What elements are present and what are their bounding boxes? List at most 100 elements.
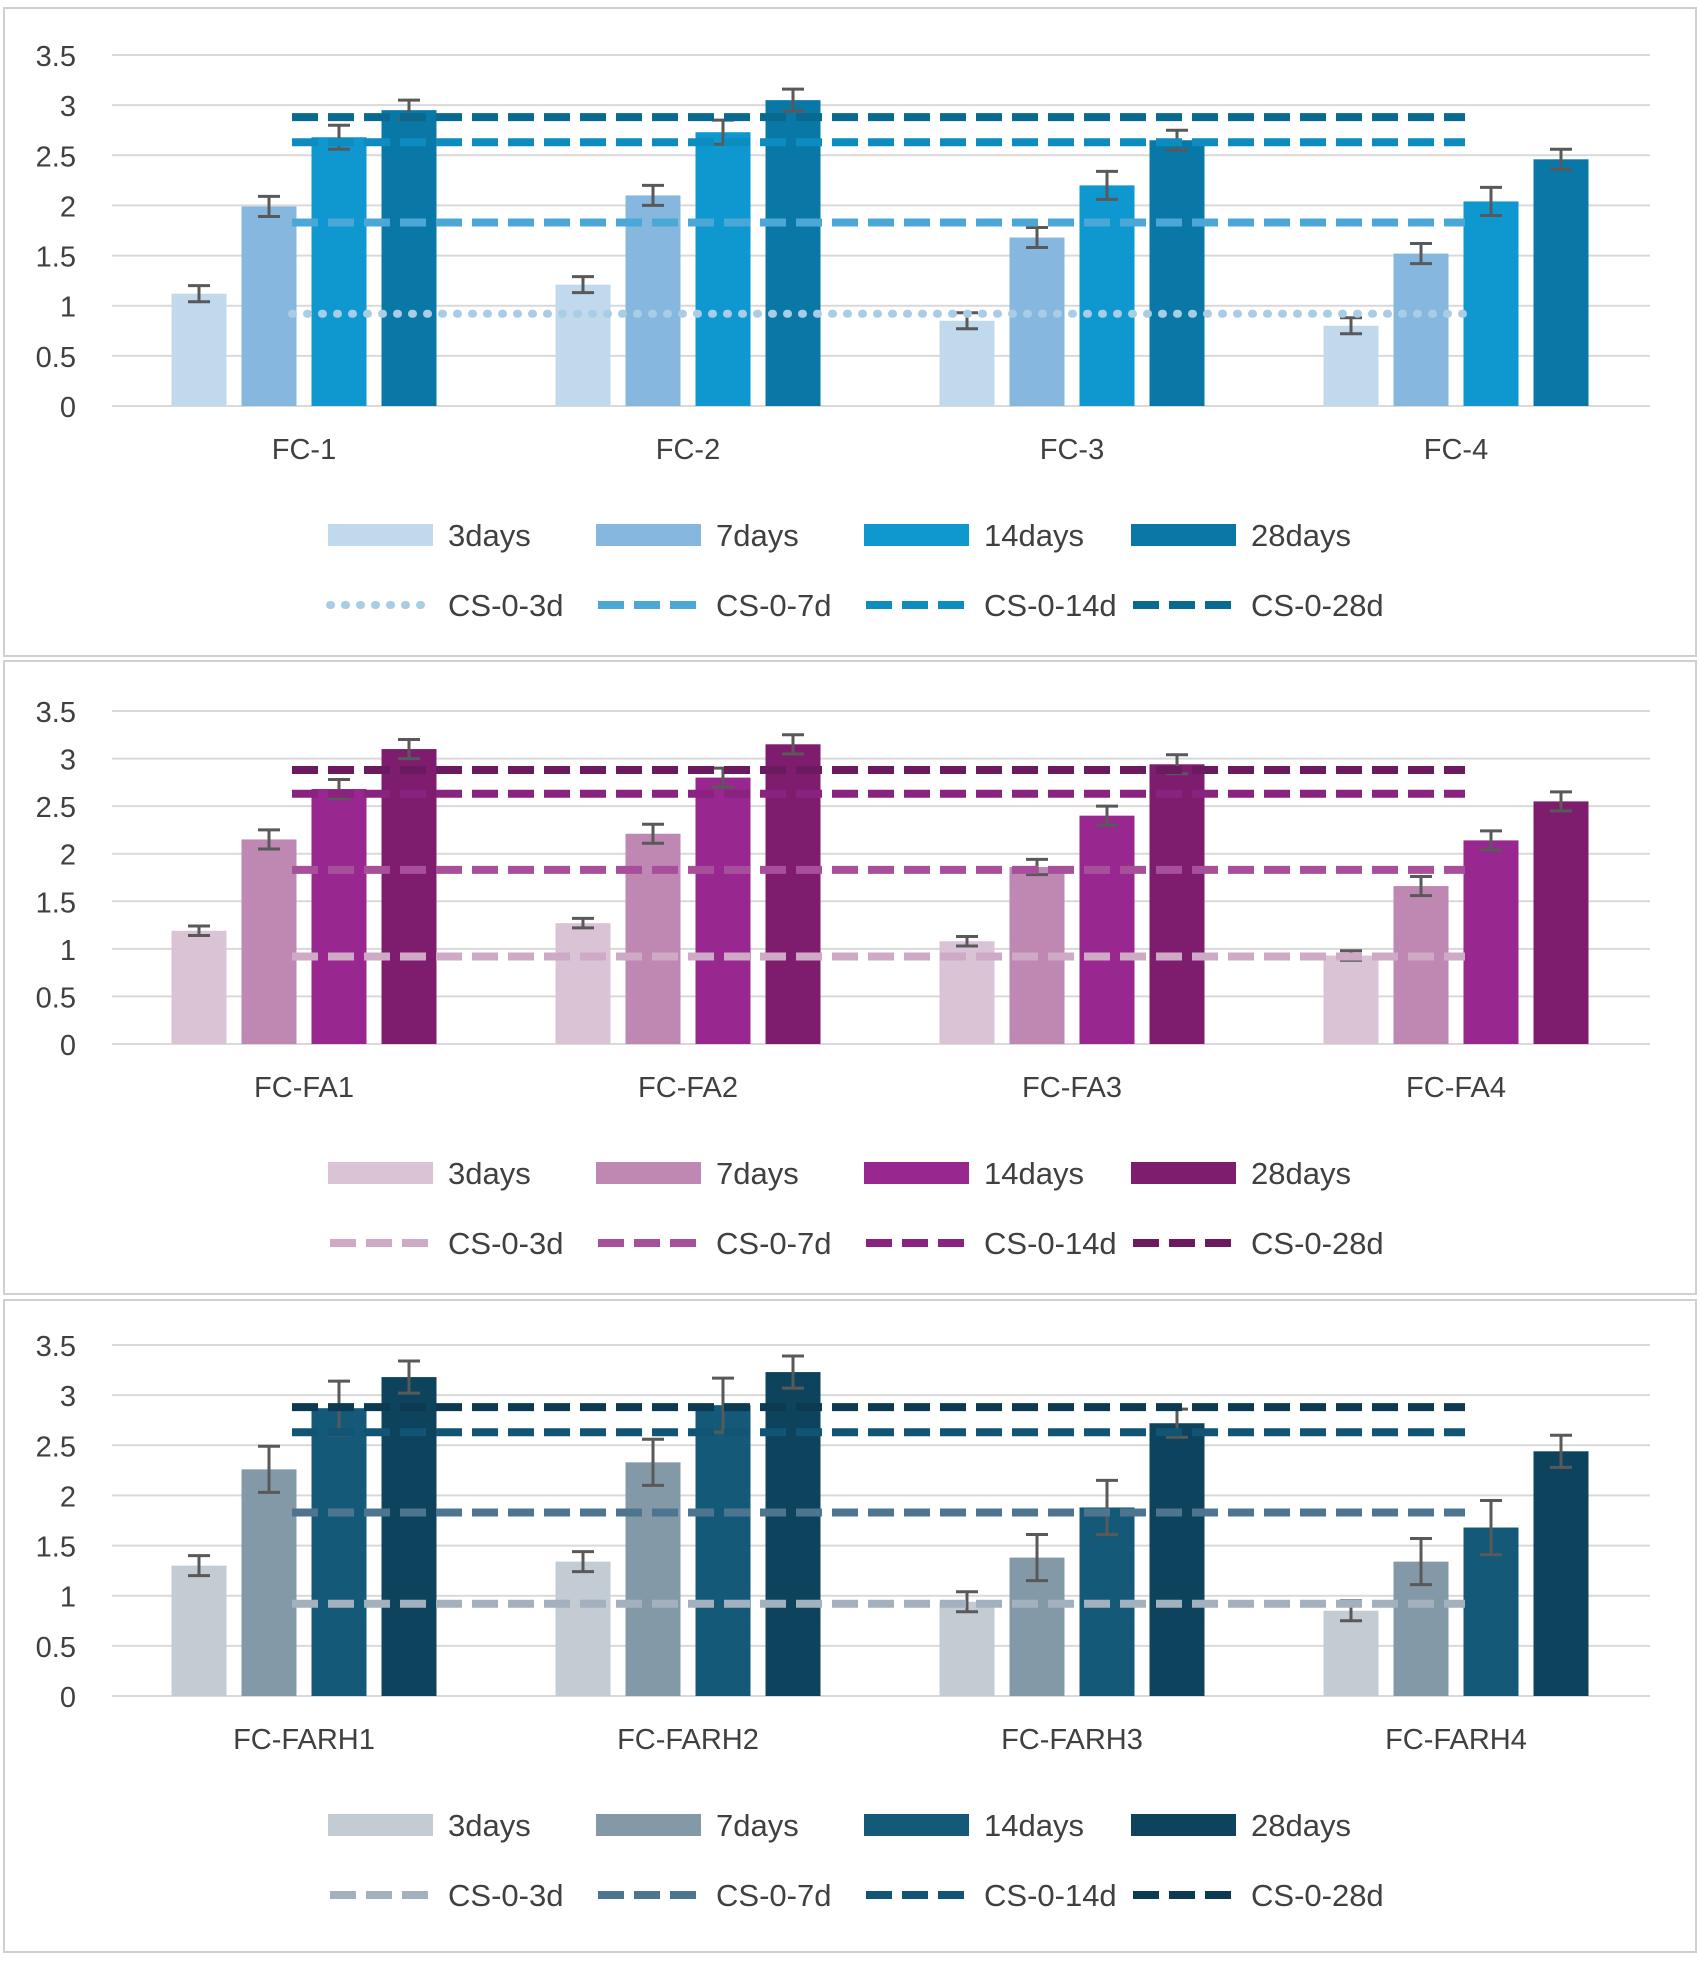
category-label: FC-4 [1424, 434, 1488, 466]
error-bar [956, 1590, 978, 1614]
bar-28days-FC-FARH3 [1149, 1423, 1205, 1696]
y-tick-label: 0.5 [36, 1632, 76, 1664]
bar-7days-FC-2 [625, 195, 681, 406]
category-label: FC-FA1 [254, 1072, 354, 1104]
legend-label: 7days [716, 518, 799, 553]
error-bar [258, 1444, 280, 1494]
chart-panel-2: 0 0.5 1 1.5 2 2.5 3 3.5 FC-FA1 FC-FA2 FC-FA3 FC-FA4… [3, 660, 1697, 1295]
y-tick-label: 2.5 [36, 792, 76, 824]
y-tick-label: 0.5 [36, 342, 76, 374]
category-label: FC-FA4 [1406, 1072, 1506, 1104]
bar-28days-FC-3 [1149, 140, 1205, 406]
error-bar [782, 87, 804, 113]
legend-item-14days: 14days [864, 1156, 1084, 1191]
category-label: FC-FARH1 [233, 1724, 375, 1756]
bar-28days-FC-1 [381, 110, 437, 407]
legend-item-CS-0-3d: CS-0-3d [326, 588, 563, 623]
legend-item-CS-0-14d: CS-0-14d [866, 1878, 1117, 1913]
legend-item-CS-0-14d: CS-0-14d [866, 588, 1117, 623]
legend-label: CS-0-7d [716, 1878, 831, 1913]
legend-item-CS-0-3d: CS-0-3d [330, 1226, 563, 1261]
y-tick-label: 3 [60, 1381, 76, 1413]
bar-14days-FC-3 [1079, 185, 1135, 406]
error-bar [258, 194, 280, 218]
bar-14days-FC-2 [695, 132, 751, 406]
legend-label: CS-0-3d [448, 1226, 563, 1261]
bar-28days-FC-FA4 [1533, 801, 1589, 1044]
category-label: FC-3 [1040, 434, 1104, 466]
legend-label: 28days [1251, 1808, 1351, 1843]
bar-7days-FC-1 [241, 206, 297, 406]
y-tick-label: 2 [60, 191, 76, 223]
y-tick-label: 2.5 [36, 1431, 76, 1463]
bar-3days-FC-FA2 [555, 923, 611, 1044]
legend-item-CS-0-3d: CS-0-3d [330, 1878, 563, 1913]
y-tick-label: 3.5 [36, 697, 76, 729]
legend-label: CS-0-14d [984, 1878, 1117, 1913]
y-tick-label: 1 [60, 292, 76, 324]
error-bar [956, 934, 978, 948]
error-bar [1550, 790, 1572, 813]
bar-28days-FC-FA1 [381, 749, 437, 1044]
error-bar [398, 1359, 420, 1395]
legend-item-CS-0-7d: CS-0-7d [598, 588, 831, 623]
bar-28days-FC-FARH4 [1533, 1451, 1589, 1696]
chart-panel-3: 0 0.5 1 1.5 2 2.5 3 3.5 FC-FARH1 FC-FARH2 FC-FARH3… [3, 1299, 1697, 1953]
y-tick-label: 1.5 [36, 1532, 76, 1564]
legend-item-14days: 14days [864, 1808, 1084, 1843]
legend-swatch [1131, 1814, 1236, 1836]
error-bar [1410, 875, 1432, 898]
error-bar [642, 1437, 664, 1487]
error-bar [1410, 242, 1432, 266]
error-bar [572, 916, 594, 930]
legend-swatch [1131, 524, 1236, 546]
error-bar [398, 738, 420, 761]
bar-14days-FC-FA1 [311, 789, 367, 1044]
error-bar [782, 733, 804, 756]
error-bar [1480, 829, 1502, 852]
legend-item-3days: 3days [328, 1156, 531, 1191]
legend-item-3days: 3days [328, 518, 531, 553]
bar-14days-FC-1 [311, 137, 367, 406]
error-bar [1026, 1533, 1048, 1583]
y-tick-label: 2 [60, 840, 76, 872]
legend-item-28days: 28days [1131, 1156, 1351, 1191]
bar-3days-FC-FA1 [171, 930, 227, 1044]
legend-swatch [864, 1814, 969, 1836]
bar-3days-FC-FARH1 [171, 1565, 227, 1696]
bar-3days-FC-4 [1323, 325, 1379, 406]
y-tick-label: 3 [60, 91, 76, 123]
bar-3days-FC-FARH3 [939, 1601, 995, 1696]
legend-label: CS-0-14d [984, 588, 1117, 623]
legend-label: 14days [984, 1808, 1084, 1843]
error-bar [1410, 1537, 1432, 1587]
bar-28days-FC-FARH1 [381, 1377, 437, 1696]
error-bar [188, 284, 210, 304]
bar-28days-FC-FA2 [765, 744, 821, 1044]
error-bar [1550, 147, 1572, 171]
legend-item-7days: 7days [596, 518, 799, 553]
legend-swatch [328, 1814, 433, 1836]
y-tick-label: 0 [60, 392, 76, 424]
y-tick-label: 2.5 [36, 141, 76, 173]
bar-28days-FC-FA3 [1149, 764, 1205, 1044]
bar-3days-FC-FARH4 [1323, 1610, 1379, 1696]
bar-3days-FC-3 [939, 320, 995, 406]
error-bar [188, 924, 210, 938]
legend-label: CS-0-7d [716, 588, 831, 623]
bar-7days-FC-FARH1 [241, 1469, 297, 1696]
legend-label: CS-0-7d [716, 1226, 831, 1261]
error-bar [1340, 316, 1362, 336]
y-tick-label: 1.5 [36, 242, 76, 274]
bar-7days-FC-FA4 [1393, 886, 1449, 1044]
y-tick-label: 3 [60, 745, 76, 777]
legend-swatch [596, 1162, 701, 1184]
y-tick-label: 0 [60, 1030, 76, 1062]
legend-item-CS-0-28d: CS-0-28d [1133, 1878, 1384, 1913]
legend-swatch [596, 524, 701, 546]
legend-item-CS-0-7d: CS-0-7d [598, 1878, 831, 1913]
legend-item-28days: 28days [1131, 518, 1351, 553]
y-tick-label: 1 [60, 1582, 76, 1614]
category-label: FC-FARH2 [617, 1724, 759, 1756]
